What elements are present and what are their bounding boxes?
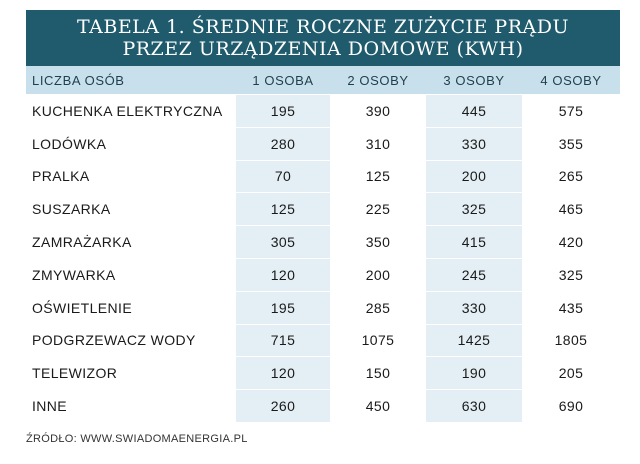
table-cell: 415 <box>426 225 522 258</box>
table-title: TABELA 1. ŚREDNIE ROCZNE ZUŻYCIE PRĄDU P… <box>26 10 620 66</box>
table-cell: 465 <box>522 192 620 226</box>
table-cell: 200 <box>330 257 426 291</box>
table-cell: 195 <box>236 94 330 127</box>
row-label: OŚWIETLENIE <box>26 290 236 324</box>
row-label: KUCHENKA ELEKTRYCZNA <box>26 94 236 127</box>
table-row: ZAMRAŻARKA 305 350 415 420 <box>26 225 620 258</box>
table-cell: 120 <box>236 356 330 390</box>
table-cell: 305 <box>236 225 330 258</box>
column-header: 4 OSOBY <box>522 66 620 94</box>
table-cell: 445 <box>426 94 522 127</box>
table-cell: 350 <box>330 225 426 258</box>
title-line-1: TABELA 1. ŚREDNIE ROCZNE ZUŻYCIE PRĄDU <box>77 16 569 38</box>
source-note: ŹRÓDŁO: WWW.SWIADOMAENERGIA.PL <box>26 433 248 445</box>
table-cell: 285 <box>330 290 426 324</box>
table-cell: 420 <box>522 225 620 258</box>
row-label: PODGRZEWACZ WODY <box>26 323 236 357</box>
table-cell: 330 <box>426 290 522 324</box>
table-cell: 715 <box>236 323 330 357</box>
table-cell: 310 <box>330 126 426 160</box>
table-row: KUCHENKA ELEKTRYCZNA 195 390 445 575 <box>26 94 620 127</box>
row-label: ZMYWARKA <box>26 257 236 291</box>
table-cell: 200 <box>426 159 522 193</box>
table-cell: 195 <box>236 290 330 324</box>
consumption-table: LICZBA OSÓB 1 OSOBA 2 OSOBY 3 OSOBY 4 OS… <box>26 66 620 422</box>
title-line-2: PRZEZ URZĄDZENIA DOMOWE (KWH) <box>122 38 524 60</box>
table-cell: 205 <box>522 356 620 390</box>
table-cell: 265 <box>522 159 620 193</box>
table-cell: 435 <box>522 290 620 324</box>
row-label: SUSZARKA <box>26 192 236 226</box>
table-cell: 1075 <box>330 323 426 357</box>
column-header: 2 OSOBY <box>330 66 426 94</box>
table-cell: 575 <box>522 94 620 127</box>
table-card: TABELA 1. ŚREDNIE ROCZNE ZUŻYCIE PRĄDU P… <box>26 10 620 422</box>
row-label: ZAMRAŻARKA <box>26 225 236 258</box>
table-row: ZMYWARKA 120 200 245 325 <box>26 257 620 291</box>
table-cell: 245 <box>426 257 522 291</box>
row-label: INNE <box>26 389 236 422</box>
table-cell: 390 <box>330 94 426 127</box>
table-cell: 225 <box>330 192 426 226</box>
table-cell: 150 <box>330 356 426 390</box>
table-row: OŚWIETLENIE 195 285 330 435 <box>26 290 620 324</box>
table-cell: 450 <box>330 389 426 422</box>
table-cell: 280 <box>236 126 330 160</box>
table-cell: 630 <box>426 389 522 422</box>
table-cell: 1805 <box>522 323 620 357</box>
table-row: PODGRZEWACZ WODY 715 1075 1425 1805 <box>26 323 620 357</box>
table-cell: 190 <box>426 356 522 390</box>
table-row: PRALKA 70 125 200 265 <box>26 159 620 193</box>
table-cell: 125 <box>236 192 330 226</box>
table-cell: 325 <box>426 192 522 226</box>
table-cell: 330 <box>426 126 522 160</box>
table-cell: 355 <box>522 126 620 160</box>
column-header: 1 OSOBA <box>236 66 330 94</box>
table-cell: 690 <box>522 389 620 422</box>
table-cell: 260 <box>236 389 330 422</box>
column-header: LICZBA OSÓB <box>26 66 236 94</box>
column-header: 3 OSOBY <box>426 66 522 94</box>
table-cell: 70 <box>236 159 330 193</box>
table-row: SUSZARKA 125 225 325 465 <box>26 192 620 226</box>
table-cell: 325 <box>522 257 620 291</box>
row-label: LODÓWKA <box>26 126 236 160</box>
table-cell: 1425 <box>426 323 522 357</box>
table-row: TELEWIZOR 120 150 190 205 <box>26 356 620 390</box>
table-cell: 125 <box>330 159 426 193</box>
table-row: LODÓWKA 280 310 330 355 <box>26 126 620 160</box>
header-row: LICZBA OSÓB 1 OSOBA 2 OSOBY 3 OSOBY 4 OS… <box>26 66 620 94</box>
table-cell: 120 <box>236 257 330 291</box>
row-label: PRALKA <box>26 159 236 193</box>
table-row: INNE 260 450 630 690 <box>26 389 620 422</box>
row-label: TELEWIZOR <box>26 356 236 390</box>
